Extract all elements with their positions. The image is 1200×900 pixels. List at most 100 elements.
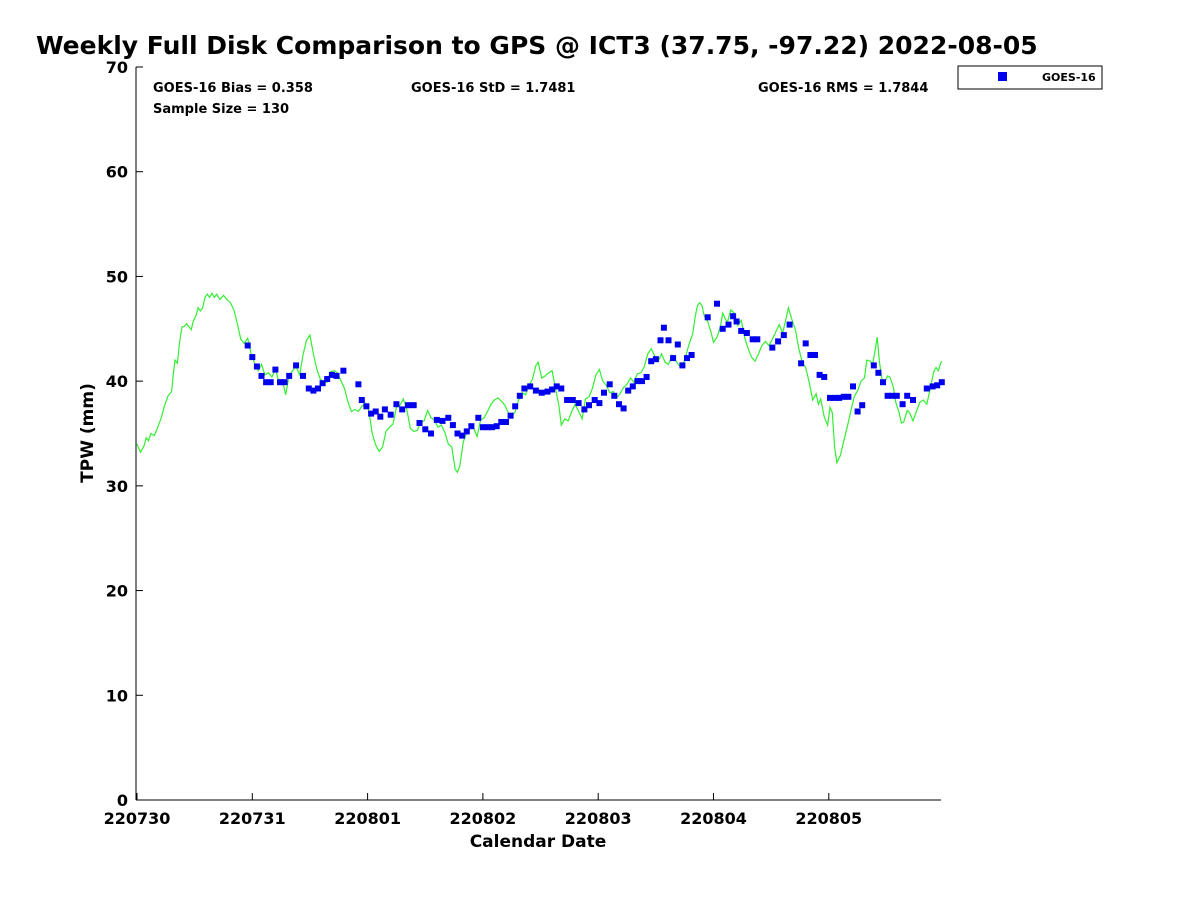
goes16-point <box>277 379 283 386</box>
goes16-point <box>769 344 776 351</box>
goes16-point <box>263 379 270 386</box>
goes16-point <box>300 372 306 379</box>
goes16-point <box>493 423 500 430</box>
goes16-point <box>258 372 265 379</box>
goes16-point <box>674 341 681 348</box>
goes16-point <box>479 424 486 431</box>
goes16-point <box>249 354 256 361</box>
x-tick-label: 220802 <box>450 809 517 828</box>
y-tick-label: 60 <box>106 163 128 182</box>
goes16-point <box>938 379 945 386</box>
goes16-point <box>575 400 582 407</box>
goes16-point <box>544 388 551 395</box>
chart-title: Weekly Full Disk Comparison to GPS @ ICT… <box>36 31 1038 60</box>
stat-bias: GOES-16 Bias = 0.358 <box>153 81 313 96</box>
goes16-point <box>625 387 632 394</box>
goes16-point <box>586 402 592 409</box>
goes16-point <box>484 424 491 431</box>
goes16-point <box>629 383 636 390</box>
goes16-point <box>733 318 740 325</box>
goes16-point <box>601 389 607 396</box>
goes16-point <box>831 394 838 401</box>
goes16-point <box>850 383 856 390</box>
goes16-point <box>333 372 340 379</box>
goes16-point <box>377 413 384 420</box>
legend-marker-goes16 <box>998 72 1007 81</box>
legend-label-goes16: GOES-16 <box>1042 71 1096 84</box>
x-tick-label: 220731 <box>219 809 286 828</box>
goes16-point <box>405 402 411 409</box>
y-tick-label: 40 <box>106 372 128 391</box>
goes16-point <box>324 376 331 382</box>
goes16-point <box>538 389 545 396</box>
goes16-point <box>606 381 613 388</box>
goes16-point <box>738 327 745 334</box>
goes16-point <box>648 358 655 365</box>
goes16-point <box>372 408 379 415</box>
goes16-point <box>827 394 833 401</box>
goes16-point <box>581 406 588 413</box>
goes16-point <box>381 406 388 413</box>
goes16-point <box>305 385 312 392</box>
y-tick-label: 10 <box>106 686 128 705</box>
x-axis-label: Calendar Date <box>470 832 607 852</box>
goes16-point <box>549 386 556 393</box>
goes16-point <box>310 387 317 394</box>
goes16-point <box>512 403 519 410</box>
goes16-point <box>244 342 251 349</box>
goes16-point <box>639 378 645 385</box>
goes16-point <box>704 314 711 321</box>
goes16-point <box>719 325 726 332</box>
goes16-point <box>489 424 496 431</box>
goes16-point <box>516 392 523 399</box>
goes16-point <box>340 367 347 374</box>
goes16-point <box>416 420 423 426</box>
goes16-point <box>670 355 677 362</box>
goes16-points <box>244 300 945 439</box>
goes16-point <box>620 405 627 412</box>
goes16-point <box>934 382 941 389</box>
goes16-point <box>328 371 335 378</box>
goes16-point <box>315 385 321 392</box>
goes16-point <box>611 392 618 399</box>
goes16-point <box>459 432 466 439</box>
goes16-point <box>910 397 916 403</box>
goes16-point <box>780 332 787 339</box>
goes16-point <box>532 387 539 394</box>
goes16-point <box>293 362 300 369</box>
goes16-point <box>893 392 900 399</box>
legend-box <box>957 65 1103 90</box>
goes16-point <box>714 300 720 307</box>
goes16-point <box>368 410 375 417</box>
goes16-point <box>463 428 470 435</box>
stat-std: GOES-16 StD = 1.7481 <box>411 81 575 96</box>
x-tick-label: 220801 <box>334 809 401 828</box>
goes16-point <box>775 338 782 345</box>
goes16-point <box>558 385 565 392</box>
goes16-point <box>725 321 732 328</box>
goes16-point <box>449 422 456 429</box>
goes16-point <box>634 378 641 385</box>
goes16-point <box>363 403 370 410</box>
goes16-point <box>468 423 475 430</box>
legend: GOES-16 <box>957 65 1103 90</box>
y-tick-label: 0 <box>117 791 128 810</box>
series-layer <box>136 291 945 474</box>
goes16-point <box>884 392 891 399</box>
goes16-point <box>569 397 576 403</box>
goes16-point <box>854 408 861 415</box>
goes16-point <box>749 336 756 343</box>
goes16-point <box>355 381 362 388</box>
goes16-point <box>660 324 667 331</box>
goes16-point <box>743 330 750 336</box>
goes16-point <box>410 402 417 409</box>
goes16-point <box>439 417 446 424</box>
goes16-point <box>836 394 843 401</box>
goes16-point <box>840 393 847 400</box>
goes16-point <box>498 419 505 425</box>
x-tick-label: 220805 <box>795 809 862 828</box>
goes16-point <box>923 385 930 392</box>
goes16-point <box>880 379 886 386</box>
y-axis-ticks: 0 10 20 30 40 50 60 70 <box>106 58 143 810</box>
